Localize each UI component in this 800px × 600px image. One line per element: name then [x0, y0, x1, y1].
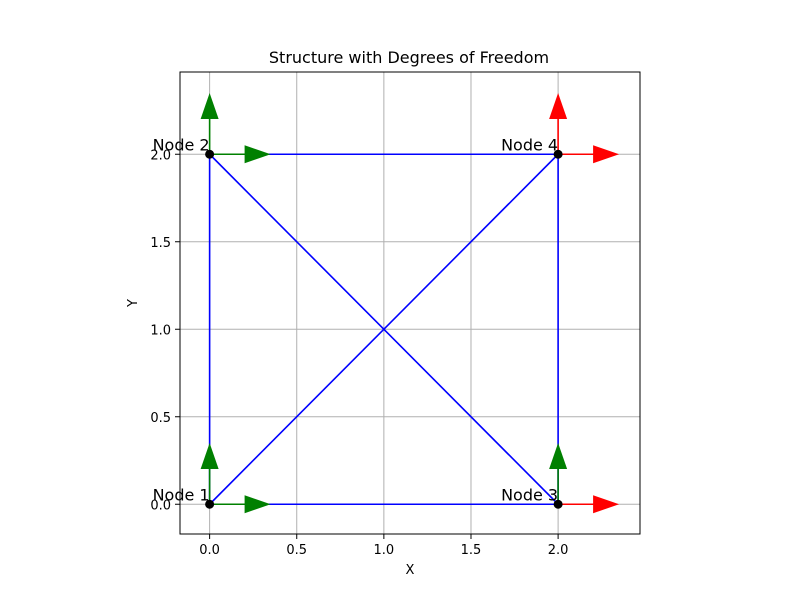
y-tick-label: 1.0 [150, 323, 171, 338]
y-axis-label: Y [126, 299, 141, 308]
dof-arrow-head [200, 93, 219, 119]
node-point [205, 499, 215, 509]
node-label: Node 4 [501, 135, 558, 154]
dof-arrow-head [244, 495, 271, 514]
node-label: Node 1 [153, 485, 210, 504]
nodes [205, 149, 563, 509]
dof-arrow [209, 145, 271, 164]
dof-arrow-head [593, 495, 620, 514]
dof-arrow-head [200, 443, 219, 469]
node-labels: Node 1 Node 2 Node 3 Node 4 [153, 135, 559, 504]
structure-member [209, 153, 559, 505]
dof-arrow-head [593, 145, 620, 164]
node-point [205, 149, 215, 159]
plot-frame [179, 71, 641, 535]
x-tick-label: 2.0 [548, 543, 569, 558]
x-axis-label: X [406, 563, 415, 578]
dof-arrow [549, 93, 568, 155]
y-tick-label: 2.0 [150, 148, 171, 163]
node-point [553, 149, 563, 159]
x-tick-label: 0.0 [199, 543, 220, 558]
dof-arrow [200, 443, 219, 505]
dof-arrow [549, 443, 568, 505]
dof-arrow-head [244, 145, 271, 164]
node-label: Node 3 [501, 485, 558, 504]
dof-arrow-head [549, 443, 568, 469]
dof-arrow-head [549, 93, 568, 119]
dof-arrow [558, 145, 620, 164]
x-tick-label: 1.0 [374, 543, 395, 558]
y-tick-label: 0.5 [150, 411, 171, 426]
x-tick-label: 1.5 [461, 543, 482, 558]
node-point [553, 499, 563, 509]
dof-arrows [200, 93, 620, 514]
node-label: Node 2 [153, 135, 210, 154]
chart-title: Structure with Degrees of Freedom [269, 48, 549, 67]
dof-arrow [200, 93, 219, 155]
axis-ticks: 0.0 0.5 1.0 1.5 2.0 0.0 0.5 1.0 1.5 2.0 [150, 148, 568, 558]
y-tick-label: 1.5 [150, 236, 171, 251]
y-tick-label: 0.0 [150, 498, 171, 513]
dof-arrow [209, 495, 271, 514]
dof-arrow [558, 495, 620, 514]
x-tick-label: 0.5 [286, 543, 307, 558]
